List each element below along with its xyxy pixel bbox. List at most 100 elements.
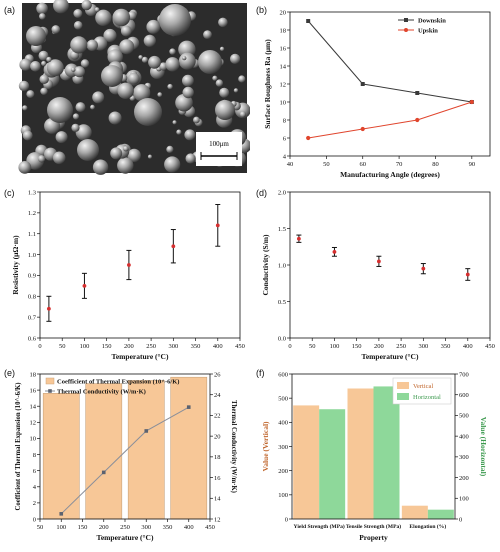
x-tick-label: 50 (309, 343, 316, 350)
y-tick-label: 6 (33, 468, 37, 475)
category-label: Yield Strength (MPa) (294, 523, 345, 530)
y-axis-title: Surface Roughness Ra (μm) (263, 39, 272, 129)
y2-tick-label: 26 (214, 371, 221, 378)
powder-particle (41, 60, 47, 67)
data-point (215, 223, 220, 228)
powder-particle (182, 86, 194, 99)
powder-particle (147, 154, 153, 159)
powder-particle (92, 159, 109, 175)
x-tick-label: 450 (205, 524, 215, 531)
data-point (306, 19, 311, 23)
x-tick-label: 250 (396, 343, 406, 350)
powder-particle (73, 21, 83, 30)
y-tick-label: 1.3 (28, 189, 36, 196)
powder-particle (46, 59, 64, 77)
panel-letter-a: (a) (4, 5, 15, 15)
y-tick-label: 1.1 (28, 231, 36, 238)
y2-tick-label: 14 (214, 496, 221, 503)
powder-particle (159, 4, 191, 36)
powder-particle (169, 48, 176, 55)
x-tick-label: 70 (396, 161, 403, 168)
powder-particle (117, 82, 134, 100)
panel-letter-c: (c) (4, 188, 15, 198)
sem-particles (18, 0, 252, 175)
x-tick-label: 350 (191, 343, 201, 350)
powder-particle (26, 90, 35, 99)
y-tick-label: 0.5 (278, 299, 286, 306)
x-tick-label: 300 (418, 343, 428, 350)
powder-particle (198, 50, 222, 74)
data-point (332, 249, 337, 254)
x-tick-label: 300 (141, 524, 151, 531)
x-tick-label: 200 (99, 524, 109, 531)
powder-particle (108, 111, 122, 125)
plot-frame (289, 11, 491, 157)
powder-particle (230, 53, 241, 64)
chart-c: (c) 0 50 100 150 200 250 300 350 400 450 0.6 0.7 0.8… (4, 188, 245, 361)
powder-particle (166, 145, 174, 153)
powder-particle (71, 67, 76, 72)
x-tick-label: 350 (163, 524, 173, 531)
legend-swatch (397, 382, 409, 389)
data-point (59, 512, 64, 516)
x-tick-label: 450 (235, 343, 245, 350)
powder-particle (94, 7, 100, 12)
y-tick-label: 20 (280, 9, 287, 16)
y-tick-label: 2 (33, 500, 36, 507)
y2-tick-label: 0 (459, 516, 462, 523)
powder-particle (40, 87, 48, 96)
y2-tick-label: 20 (214, 433, 221, 440)
bar-horizontal (373, 386, 400, 519)
powder-particle (239, 111, 246, 118)
powder-particle (19, 58, 32, 71)
panel-letter-d: (d) (256, 188, 267, 198)
powder-particle (215, 79, 224, 87)
chart-d: (d) 0 50 100 150 200 250 300 350 400 450 0.0 0.5 1.0… (256, 188, 495, 361)
powder-particle (157, 92, 163, 98)
powder-particle (52, 151, 66, 165)
data-point (306, 135, 311, 141)
y-axis-title: Value (Vertical) (261, 421, 270, 472)
x-tick-label: 400 (184, 524, 194, 531)
x-tick-label: 250 (146, 343, 156, 350)
powder-particle (120, 25, 132, 37)
y-tick-label: 1.2 (28, 210, 36, 217)
x-tick-label: 50 (323, 161, 330, 168)
powder-particle (185, 153, 196, 164)
data-point (296, 236, 301, 241)
powder-particle (75, 102, 86, 113)
y-tick-label: 0 (285, 516, 288, 523)
powder-particle (80, 59, 90, 68)
y-tick-label: 4 (33, 484, 37, 491)
powder-particle (176, 129, 182, 135)
y-tick-label: 1.0 (278, 262, 286, 269)
powder-particle (26, 26, 46, 46)
powder-particle (18, 80, 30, 92)
powder-particle (134, 98, 162, 126)
powder-particle (18, 161, 32, 174)
y-tick-label: 2.0 (278, 189, 286, 196)
y-tick-label: 0.7 (28, 314, 37, 321)
y-axis-title: Conductivity (S/m) (261, 234, 270, 296)
y-tick-label: 100 (278, 492, 288, 499)
bar-vertical (293, 405, 320, 519)
x-tick-label: 50 (37, 524, 44, 531)
x-tick-label: 100 (330, 343, 340, 350)
y-tick-label: 10 (30, 436, 37, 443)
y-tick-label: 1.5 (278, 226, 286, 233)
y-tick-label: 8 (283, 117, 286, 124)
plot-frame (39, 191, 241, 339)
chart-e: (e) 50 100 150 200 250 300 350 400 4500246810121… (4, 368, 237, 542)
powder-particle (141, 56, 148, 63)
powder-particle (73, 66, 85, 78)
panel-letter-f: (f) (256, 368, 265, 378)
legend-label: Thermal Conductivity (W/m·K) (57, 389, 146, 396)
powder-particle (101, 65, 123, 87)
data-point (415, 117, 420, 123)
chart-f: (f) Yield Strength (MPa) Tensile Strength… (256, 368, 488, 542)
legend-label: Vertical (413, 383, 433, 390)
x-tick-label: 100 (80, 343, 90, 350)
y-tick-label: 12 (30, 420, 37, 427)
y-tick-label: 12 (280, 81, 287, 88)
y2-tick-label: 700 (459, 371, 469, 378)
